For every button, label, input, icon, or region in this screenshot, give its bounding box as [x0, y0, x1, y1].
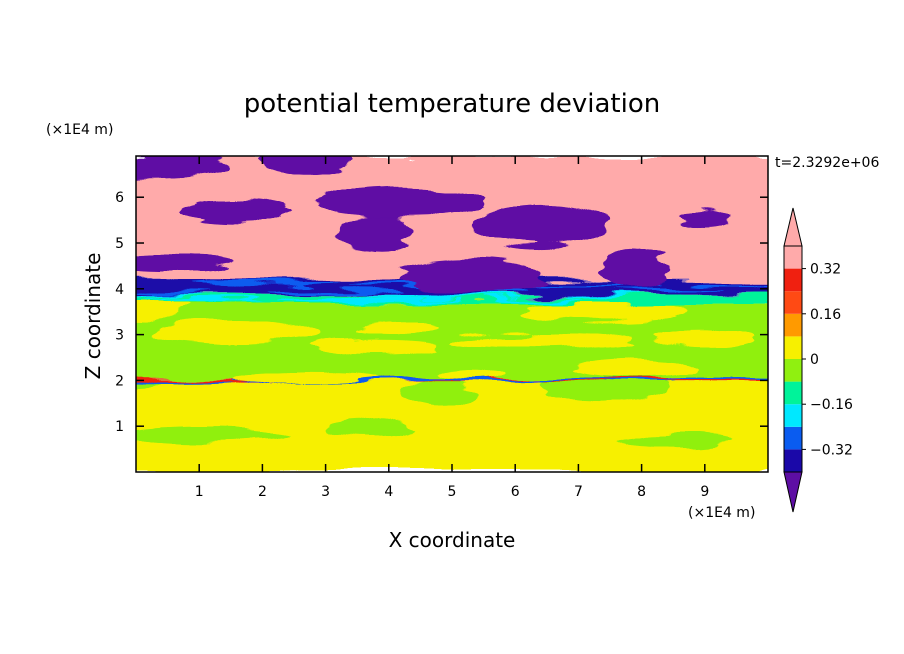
y-axis-ticks: 1 2 3 4 5 6 [115, 190, 768, 435]
y-tick-label: 5 [115, 236, 124, 252]
x-tick-label: 2 [258, 484, 267, 500]
contour-patch [136, 291, 212, 296]
colorbar-bottom-arrow [783, 471, 803, 513]
y-axis-label: Z coordinate [81, 253, 105, 380]
colorbar-bin [784, 291, 802, 314]
contour-patch [281, 298, 459, 302]
y-tick-label: 3 [115, 328, 124, 344]
colorbar [783, 207, 803, 513]
colorbar-bin [784, 359, 802, 382]
x-tick-label: 5 [448, 484, 457, 500]
colorbar-bin [784, 336, 802, 359]
contour-patch [448, 332, 633, 351]
y-tick-label: 1 [115, 419, 124, 435]
x-tick-label: 9 [700, 484, 709, 500]
colorbar-bin [784, 426, 802, 450]
contour-patch [360, 323, 443, 333]
contour-patch [136, 253, 232, 269]
colorbar-bin [784, 313, 802, 337]
colorbar-label: −0.16 [810, 397, 853, 413]
contour-patch [359, 295, 519, 299]
contour-patch [527, 299, 693, 322]
x-tick-label: 4 [384, 484, 393, 500]
contour-patch [485, 297, 583, 301]
colorbar-bin [784, 404, 802, 427]
colorbar-label: 0.16 [810, 307, 841, 323]
contour-patch [600, 248, 670, 289]
time-label: t=2.3292e+06 [775, 155, 879, 171]
contour-patch [313, 339, 439, 354]
contour-patch [616, 434, 730, 447]
contour-patch [136, 427, 292, 444]
colorbar-bin [784, 246, 802, 269]
colorbar-label: −0.32 [810, 442, 853, 458]
colorbar-labels: 0.32 0.16 0 −0.16 −0.32 [802, 262, 853, 458]
x-unit-label: (×1E4 m) [688, 505, 755, 521]
contour-patch [679, 209, 731, 227]
contour-patch [574, 359, 697, 377]
contour-patch [663, 377, 768, 381]
y-tick-label: 2 [115, 373, 124, 389]
contour-patch [689, 282, 768, 286]
chart-title: potential temperature deviation [244, 89, 660, 119]
contour-patch [317, 189, 486, 217]
contour-patch [136, 380, 239, 384]
colorbar-label: 0 [810, 352, 819, 368]
x-tick-label: 8 [637, 484, 646, 500]
contour-patch [396, 258, 546, 294]
colorbar-top-arrow [783, 207, 803, 247]
x-tick-label: 6 [511, 484, 520, 500]
contour-patch [271, 290, 406, 295]
contour-patch [439, 366, 503, 380]
contour-patch [234, 372, 379, 383]
contour-patch [136, 156, 229, 179]
x-tick-label: 1 [195, 484, 204, 500]
x-tick-label: 3 [321, 484, 330, 500]
colorbar-label: 0.32 [810, 262, 841, 278]
colorbar-bin [784, 268, 802, 292]
x-axis-ticks: 1 2 3 4 5 6 7 8 9 [195, 156, 709, 500]
contour-patch [653, 326, 757, 348]
y-tick-label: 4 [115, 282, 124, 298]
x-tick-label: 7 [574, 484, 583, 500]
contour-patch [474, 204, 607, 247]
plot-area [136, 156, 768, 472]
contour-patch [324, 420, 416, 440]
y-unit-label: (×1E4 m) [46, 122, 113, 138]
y-tick-label: 6 [115, 190, 124, 206]
contour-patch [192, 281, 345, 285]
contour-patch [339, 214, 413, 251]
colorbar-bin [784, 449, 802, 472]
x-axis-label: X coordinate [389, 528, 516, 552]
colorbar-bin [784, 381, 802, 405]
contour-patch [611, 289, 723, 293]
contour-patch [261, 156, 353, 175]
contour-patch [146, 298, 265, 302]
contour-patch [182, 199, 292, 222]
contour-patch [528, 377, 617, 381]
contour-patch [156, 320, 319, 346]
contour-patch [402, 380, 476, 406]
contour-field [136, 156, 768, 472]
contour-patch [606, 380, 677, 384]
